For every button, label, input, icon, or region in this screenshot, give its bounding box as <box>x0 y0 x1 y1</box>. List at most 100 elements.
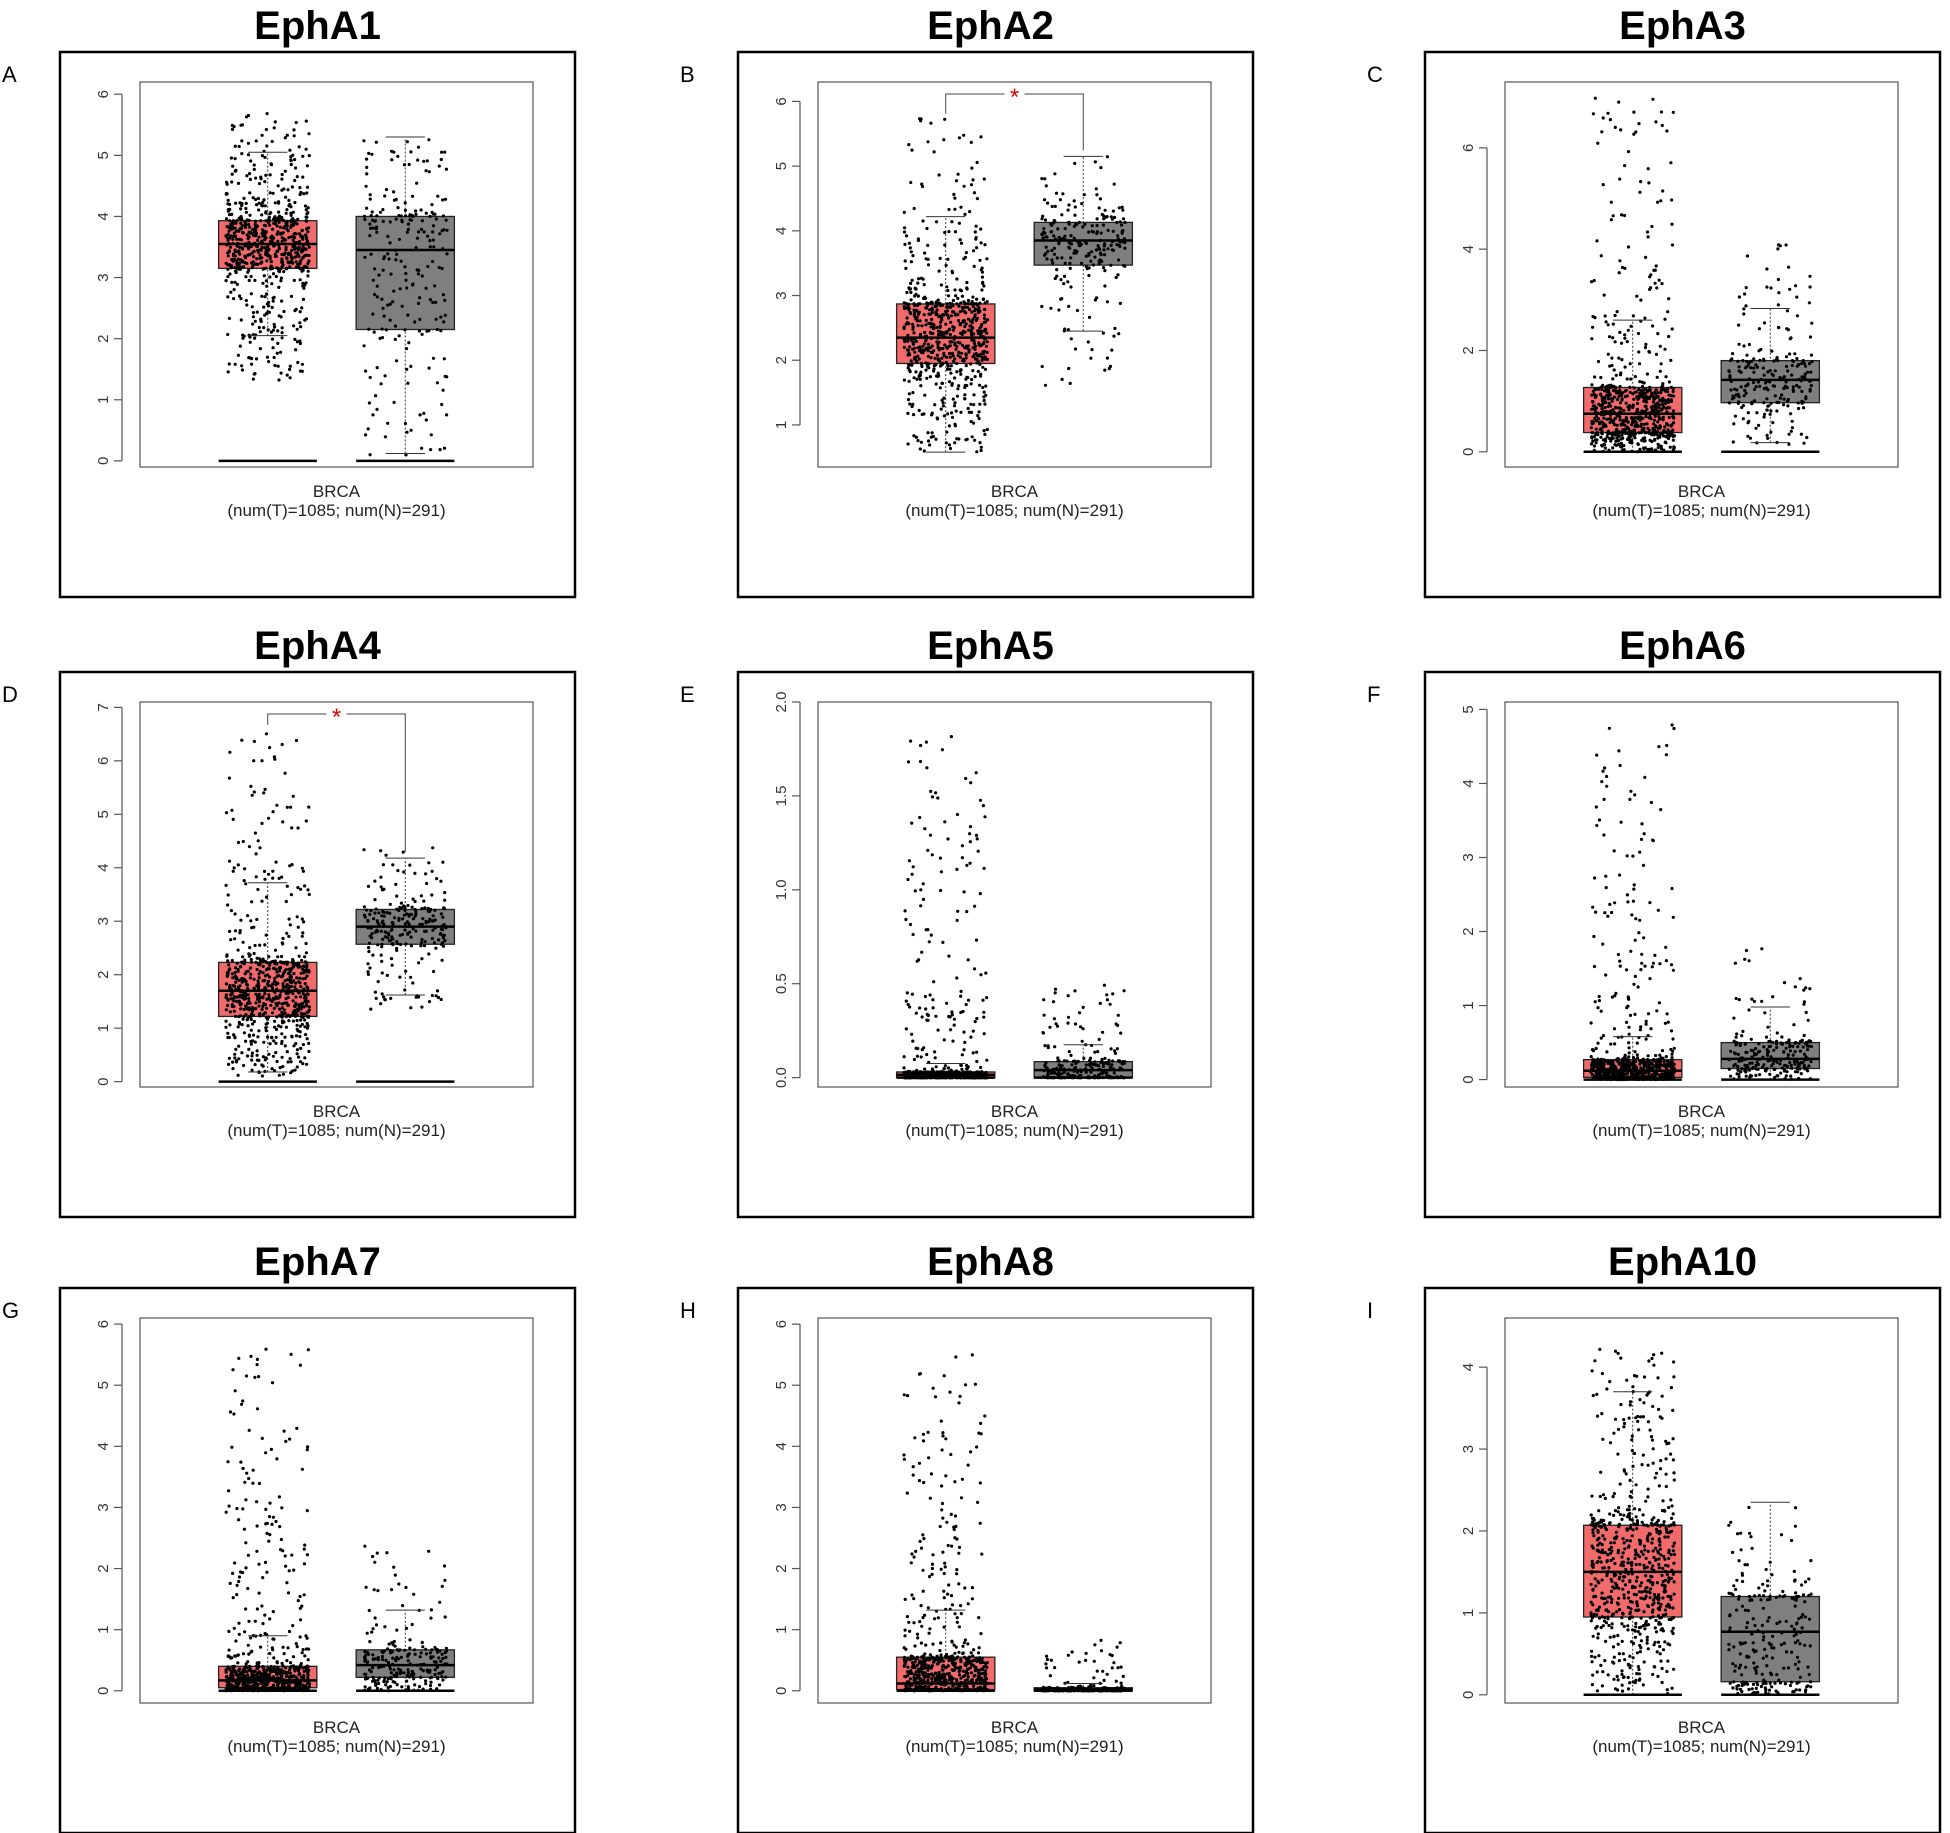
data-point <box>265 1021 269 1025</box>
data-point <box>410 194 415 198</box>
data-point <box>427 952 431 956</box>
data-point <box>227 208 231 212</box>
plot-area <box>817 81 1212 468</box>
data-point <box>251 315 255 319</box>
data-point <box>1655 1009 1659 1013</box>
data-point <box>411 981 415 985</box>
data-point <box>285 133 289 137</box>
data-point <box>1066 1021 1070 1025</box>
data-point <box>236 1073 240 1077</box>
data-point <box>1632 428 1636 432</box>
data-point <box>913 350 917 354</box>
data-point <box>409 944 413 948</box>
data-point <box>238 984 242 988</box>
y-tick-label: 1.5 <box>773 785 790 806</box>
data-point <box>263 1003 267 1007</box>
data-point <box>928 993 932 997</box>
data-point <box>243 220 247 224</box>
data-point <box>955 302 959 306</box>
panel-frame <box>1423 50 1942 599</box>
data-point <box>443 891 447 895</box>
data-point <box>951 298 956 303</box>
data-point <box>1790 359 1794 363</box>
data-point <box>404 453 408 457</box>
data-point <box>950 411 954 415</box>
data-point <box>424 286 428 290</box>
panel-letter: D <box>2 682 18 707</box>
data-point <box>1785 309 1790 313</box>
data-point <box>227 362 231 366</box>
data-point <box>926 439 931 443</box>
data-point <box>985 340 989 344</box>
data-point <box>388 241 392 245</box>
data-point <box>292 235 297 240</box>
data-point <box>264 1029 268 1033</box>
data-point <box>1620 398 1624 402</box>
data-point <box>414 209 418 213</box>
data-point <box>1628 429 1632 433</box>
data-point <box>903 226 907 230</box>
data-point <box>243 224 247 228</box>
data-point <box>923 393 927 397</box>
data-point <box>306 230 310 234</box>
data-point <box>268 173 272 177</box>
data-point <box>1646 167 1650 171</box>
data-point <box>303 264 307 268</box>
data-point <box>932 367 936 371</box>
data-point <box>1661 189 1665 193</box>
data-point <box>929 121 933 125</box>
data-point <box>1648 385 1652 389</box>
data-point <box>440 150 444 154</box>
data-point <box>273 959 277 963</box>
data-point <box>252 739 256 744</box>
data-point <box>1739 385 1743 389</box>
data-point <box>1609 439 1613 443</box>
data-point <box>1655 406 1659 410</box>
data-point <box>945 285 949 289</box>
data-point <box>297 954 301 958</box>
data-point <box>1087 273 1091 278</box>
data-point <box>300 362 304 366</box>
data-point <box>1652 397 1656 401</box>
data-point <box>307 253 311 258</box>
data-point <box>300 266 304 270</box>
data-point <box>904 917 908 922</box>
data-point <box>923 827 927 831</box>
data-point <box>919 1070 923 1074</box>
data-point <box>1786 398 1790 402</box>
data-point <box>228 219 232 223</box>
data-point <box>942 354 946 358</box>
data-point <box>945 309 950 313</box>
data-point <box>1069 1053 1073 1057</box>
data-point <box>906 411 910 415</box>
data-point <box>1773 369 1777 373</box>
data-point <box>967 307 972 312</box>
chart-title: EphA5 <box>927 624 1054 668</box>
data-point <box>1671 409 1676 413</box>
data-point <box>432 245 436 249</box>
data-point <box>383 194 387 198</box>
data-point <box>242 1031 246 1035</box>
data-point <box>394 217 398 221</box>
data-point <box>269 984 273 988</box>
data-point <box>402 913 406 917</box>
y-tick-label: 1 <box>773 421 790 429</box>
data-point <box>1638 380 1642 384</box>
data-point <box>394 258 398 262</box>
data-point <box>1060 256 1064 260</box>
data-point <box>294 255 298 259</box>
data-point <box>276 341 280 345</box>
data-point <box>1042 227 1046 231</box>
data-point <box>1617 442 1621 446</box>
data-point <box>978 402 982 406</box>
data-point <box>904 266 908 270</box>
data-point <box>926 243 930 247</box>
data-point <box>1067 203 1071 207</box>
data-point <box>1642 422 1646 426</box>
data-point <box>1647 431 1651 435</box>
data-point <box>968 832 972 836</box>
tumor-series <box>1582 96 1683 454</box>
data-point <box>263 232 267 236</box>
data-point <box>285 224 289 228</box>
data-point <box>902 325 906 329</box>
